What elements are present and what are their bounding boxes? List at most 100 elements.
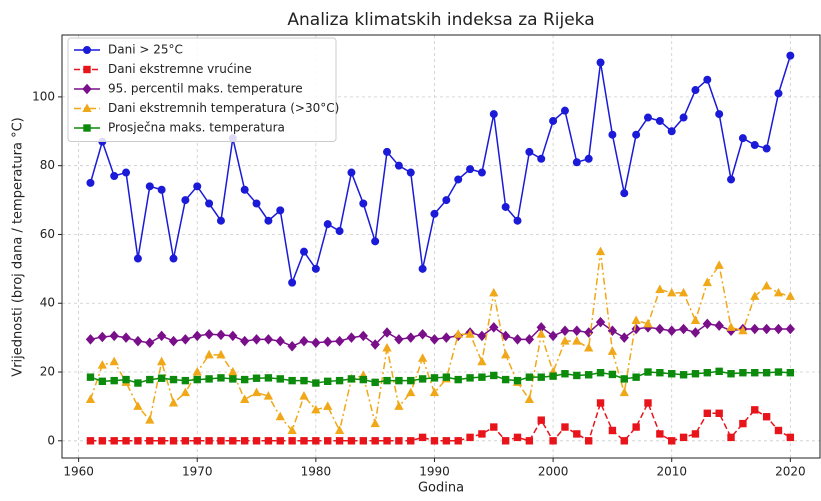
marker [275, 335, 285, 347]
y-tick-label: 80 [40, 158, 55, 172]
marker [738, 325, 748, 335]
marker [430, 209, 439, 218]
marker [83, 46, 91, 54]
marker [204, 349, 214, 359]
marker [549, 372, 557, 380]
marker [299, 391, 309, 400]
marker [264, 216, 273, 225]
marker [216, 216, 225, 225]
marker [252, 437, 261, 445]
marker [573, 371, 581, 380]
marker [382, 342, 392, 352]
marker [406, 168, 415, 177]
y-tick-label: 20 [40, 365, 55, 379]
marker [406, 332, 416, 343]
marker [548, 330, 558, 342]
marker [762, 369, 771, 377]
x-tick-label: 2000 [538, 465, 569, 479]
marker [181, 196, 190, 205]
marker [110, 376, 118, 385]
marker [620, 437, 628, 445]
marker [85, 334, 96, 345]
marker [98, 437, 107, 445]
marker [596, 369, 605, 377]
marker [263, 391, 274, 400]
marker [370, 418, 380, 428]
marker [596, 58, 605, 67]
marker [572, 158, 581, 167]
marker [145, 337, 155, 349]
marker [537, 373, 545, 381]
marker [145, 415, 155, 424]
marker [525, 373, 534, 381]
marker [656, 369, 664, 377]
marker [109, 356, 119, 366]
marker [418, 264, 427, 273]
marker [549, 116, 558, 125]
marker [631, 315, 641, 324]
marker [312, 437, 320, 445]
marker [371, 237, 380, 246]
marker [418, 375, 427, 383]
marker [453, 329, 463, 338]
marker [383, 147, 392, 156]
marker [726, 322, 736, 331]
marker [311, 337, 321, 349]
marker [406, 387, 416, 397]
marker [561, 423, 569, 431]
marker [205, 199, 214, 208]
marker [774, 426, 783, 435]
legend-label: 95. percentil maks. temperature [108, 82, 303, 96]
marker [607, 346, 618, 355]
marker [478, 430, 486, 438]
marker [299, 335, 309, 347]
marker [134, 437, 142, 445]
marker [690, 327, 701, 338]
marker [240, 185, 249, 194]
marker [169, 375, 178, 384]
marker [109, 330, 119, 342]
marker [193, 182, 202, 191]
marker [774, 368, 783, 376]
marker [477, 356, 487, 366]
marker [251, 334, 262, 345]
marker [299, 247, 308, 256]
marker [656, 430, 664, 438]
marker [121, 332, 131, 343]
marker [133, 335, 143, 347]
marker [335, 376, 344, 385]
marker [466, 433, 474, 442]
legend-label: Dani ekstremnih temperatura (>30°C) [108, 101, 339, 115]
marker [454, 437, 462, 445]
marker [97, 331, 108, 343]
marker [644, 399, 652, 407]
marker [500, 330, 511, 342]
marker [619, 387, 629, 397]
marker [145, 182, 154, 191]
marker [632, 130, 641, 139]
marker [490, 371, 498, 380]
marker [240, 394, 250, 404]
marker [205, 375, 213, 383]
marker [110, 437, 118, 445]
marker [264, 437, 273, 445]
marker [454, 175, 463, 184]
marker [407, 376, 415, 385]
marker [679, 433, 688, 442]
marker [430, 437, 439, 445]
marker [180, 334, 191, 345]
marker [525, 437, 534, 445]
marker [762, 144, 771, 153]
marker [644, 368, 652, 376]
marker [703, 75, 712, 84]
marker [251, 387, 262, 397]
marker [216, 349, 226, 359]
marker [288, 376, 296, 385]
marker [537, 416, 545, 424]
y-tick-label: 60 [40, 227, 55, 241]
marker [359, 199, 368, 208]
marker [156, 330, 167, 342]
marker [217, 437, 225, 445]
marker [324, 377, 332, 386]
marker [429, 334, 440, 345]
